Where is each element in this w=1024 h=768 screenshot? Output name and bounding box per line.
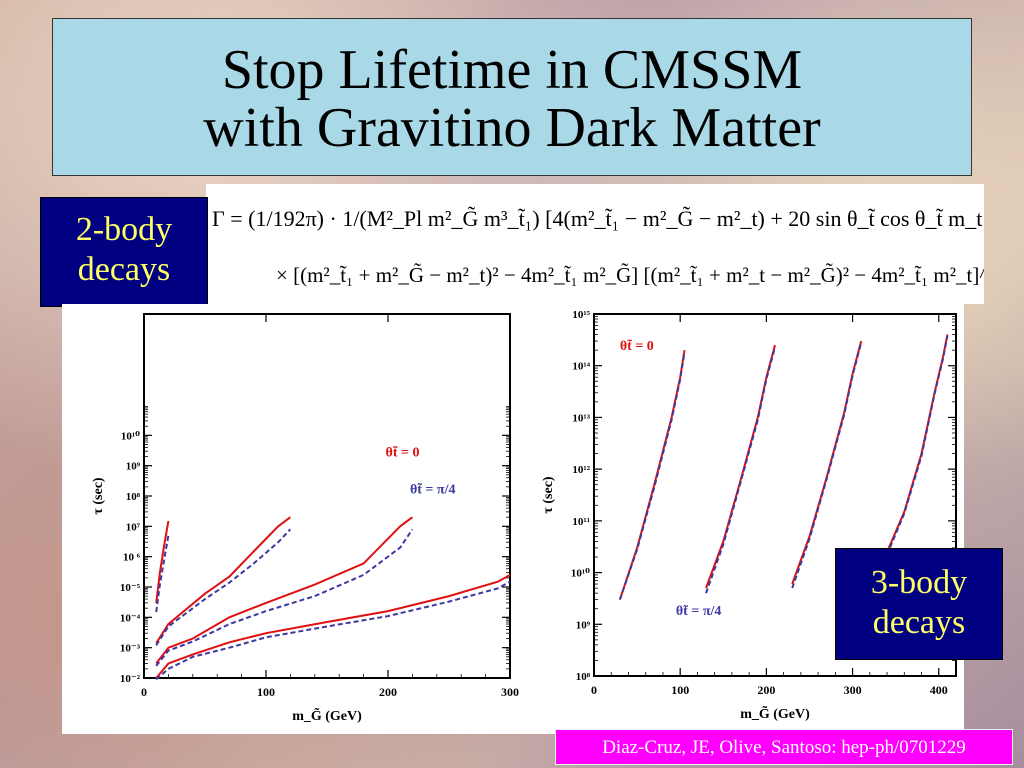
y-tick-label: 10¹³ [572,412,590,424]
y-tick-label: 10⁻⁴ [120,612,141,624]
y-tick-label: 10 ⁶ [123,552,141,564]
plot-frame [593,313,957,677]
formula-line-1: Γ = (1/192π) · 1/(M²_Pl m²_G̃ m³_t̃₁) [4… [212,206,984,231]
x-tick-label: 0 [591,683,597,697]
y-tick-label: 10¹⁴ [572,361,590,373]
curve-annotation: θt̃ = 0 [620,338,654,354]
x-tick-label: 100 [671,683,689,697]
x-tick-label: 0 [141,685,147,699]
curve-annotation: θt̃ = 0 [386,445,420,461]
theta-zero-curve [155,516,413,665]
theta-pi4-curve [155,528,292,646]
x-tick-label: 200 [379,685,397,699]
y-tick-label: 10⁷ [126,521,141,533]
decay-width-formula: Γ = (1/192π) · 1/(M²_Pl m²_G̃ m³_t̃₁) [4… [206,184,1024,304]
x-tick-label: 300 [844,683,862,697]
theta-pi4-curve [155,528,414,667]
theta-pi4-curve [791,342,863,589]
three-body-line-2: decays [872,604,966,641]
y-axis-label: τ (sec) [542,476,556,513]
x-axis-label: m_G̃ (GeV) [740,705,810,722]
title-line-1: Stop Lifetime in CMSSM [221,39,803,101]
theta-pi4-curve [886,335,949,556]
curve-annotation: θt̃ = π/4 [676,603,722,619]
theta-zero-curve [155,520,170,604]
title-line-2: with Gravitino Dark Matter [203,97,821,159]
two-body-lifetime-chart: 10⁻² 10⁻³ 10⁻⁴ 10⁻⁵ 10 ⁶ 10⁷ 10⁸ 10⁹ 10¹⁰ 0 100 200… [91,313,519,724]
two-body-line-2: decays [77,251,171,288]
theta-zero-curve [155,516,291,644]
slide-title: Stop Lifetime in CMSSM with Gravitino Da… [52,18,972,176]
formula-line-2: × [(m²_t̃₁ + m²_G̃ − m²_t)² − 4m²_t̃₁ m²… [276,263,984,287]
y-tick-label: 10¹⁵ [572,309,590,321]
two-body-decays-label: 2-body decays [40,197,208,307]
x-axis-label: m_G̃ (GeV) [292,707,362,724]
y-tick-label: 10¹⁰ [571,568,590,580]
y-tick-label: 10⁻³ [120,643,141,655]
x-tick-label: 200 [757,683,775,697]
three-body-line-1: 3-body [870,564,968,601]
y-tick-label: 10⁸ [126,491,141,503]
two-body-plot-panel: 10⁻² 10⁻³ 10⁻⁴ 10⁻⁵ 10 ⁶ 10⁷ 10⁸ 10⁹ 10¹⁰ 0 100 200… [62,304,542,734]
curve-annotation: θt̃ = π/4 [410,482,456,498]
three-body-decays-label: 3-body decays [835,548,1003,660]
theta-pi4-curve [705,346,776,594]
y-tick-label: 10⁹ [126,461,141,473]
x-tick-label: 100 [257,685,275,699]
theta-zero-curve [705,344,776,589]
y-tick-label: 10⁸ [576,671,591,683]
y-tick-label: 10⁻⁵ [120,582,141,594]
y-tick-label: 10¹⁰ [121,430,140,442]
three-body-plot-panel: 10⁸ 10⁹ 10¹⁰ 10¹¹ 10¹² 10¹³ 10¹⁴ 10¹⁵ 0 100 200 300… [541,304,964,734]
y-tick-label: 10¹¹ [572,516,590,528]
y-tick-label: 10¹² [572,464,590,476]
theta-pi4-curve [155,535,170,613]
y-axis-label: τ (sec) [91,477,106,514]
three-body-lifetime-chart: 10⁸ 10⁹ 10¹⁰ 10¹¹ 10¹² 10¹³ 10¹⁴ 10¹⁵ 0 100 200 300… [541,309,957,722]
two-body-line-1: 2-body [75,211,173,248]
theta-pi4-curve [155,580,511,681]
theta-zero-curve [155,574,511,679]
theta-pi4-curve [618,352,686,600]
formula-svg: Γ = (1/192π) · 1/(M²_Pl m²_G̃ m³_t̃₁) [4… [212,206,1024,287]
theta-zero-curve [618,349,686,600]
y-tick-label: 10⁹ [576,619,591,631]
citation-credit: Diaz-Cruz, JE, Olive, Santoso: hep-ph/07… [555,729,1013,765]
x-tick-label: 300 [501,685,519,699]
x-tick-label: 400 [930,683,948,697]
y-tick-label: 10⁻² [120,673,141,685]
theta-zero-curve [886,334,949,553]
